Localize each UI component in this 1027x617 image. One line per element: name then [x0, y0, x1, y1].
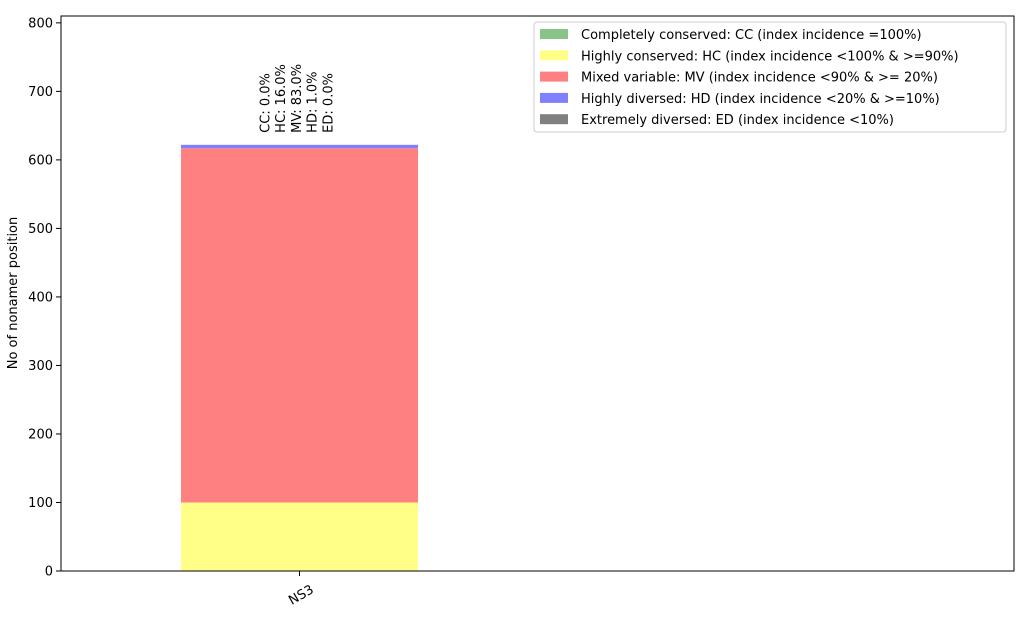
bar-annotation: ED: 0.0%	[321, 73, 336, 133]
y-tick-label: 600	[28, 153, 53, 168]
bar-segment	[181, 144, 418, 149]
legend-label: Mixed variable: MV (index incidence <90%…	[581, 71, 938, 86]
y-tick-label: 800	[28, 16, 53, 31]
x-axis: NS3	[286, 571, 317, 609]
bars-layer	[181, 144, 418, 571]
bar-annotations: CC: 0.0% HC: 16.0% MV: 83.0% HD: 1.0% ED: 0.…	[259, 64, 337, 133]
legend-label: Highly conserved: HC (index incidence <1…	[581, 49, 959, 64]
legend-frame	[533, 21, 1007, 133]
legend-label: Extremely diversed: ED (index incidence …	[581, 113, 894, 128]
bar-annotation: HC: 16.0%	[274, 64, 289, 133]
y-tick-label: 400	[28, 290, 53, 305]
legend-label: Highly diversed: HD (index incidence <20…	[581, 92, 940, 107]
y-axis: 0 100 200 300 400 500 600 700 800	[28, 16, 61, 580]
bar-annotation: HD: 1.0%	[306, 71, 321, 132]
bar-segment	[181, 502, 418, 571]
x-tick-label: NS3	[286, 582, 316, 608]
y-tick-label: 100	[28, 496, 53, 511]
bar-segment	[181, 148, 418, 503]
bar-annotation: MV: 83.0%	[290, 64, 305, 133]
legend-label: Completely conserved: CC (index incidenc…	[581, 28, 922, 43]
legend-swatch	[540, 114, 568, 125]
legend-swatch	[540, 92, 568, 103]
y-tick-label: 700	[28, 85, 53, 100]
y-tick-label: 300	[28, 359, 53, 374]
legend-swatch	[540, 50, 568, 61]
y-tick-label: 500	[28, 222, 53, 237]
legend-swatch	[540, 29, 568, 39]
legend-swatch	[540, 71, 568, 82]
bar-annotation: CC: 0.0%	[259, 73, 274, 133]
y-tick-label: 0	[45, 565, 53, 580]
y-axis-label: No of nonamer position	[6, 217, 21, 370]
legend: Completely conserved: CC (index incidenc…	[533, 21, 1007, 133]
plot-frame	[60, 15, 1015, 572]
y-tick-label: 200	[28, 427, 53, 442]
